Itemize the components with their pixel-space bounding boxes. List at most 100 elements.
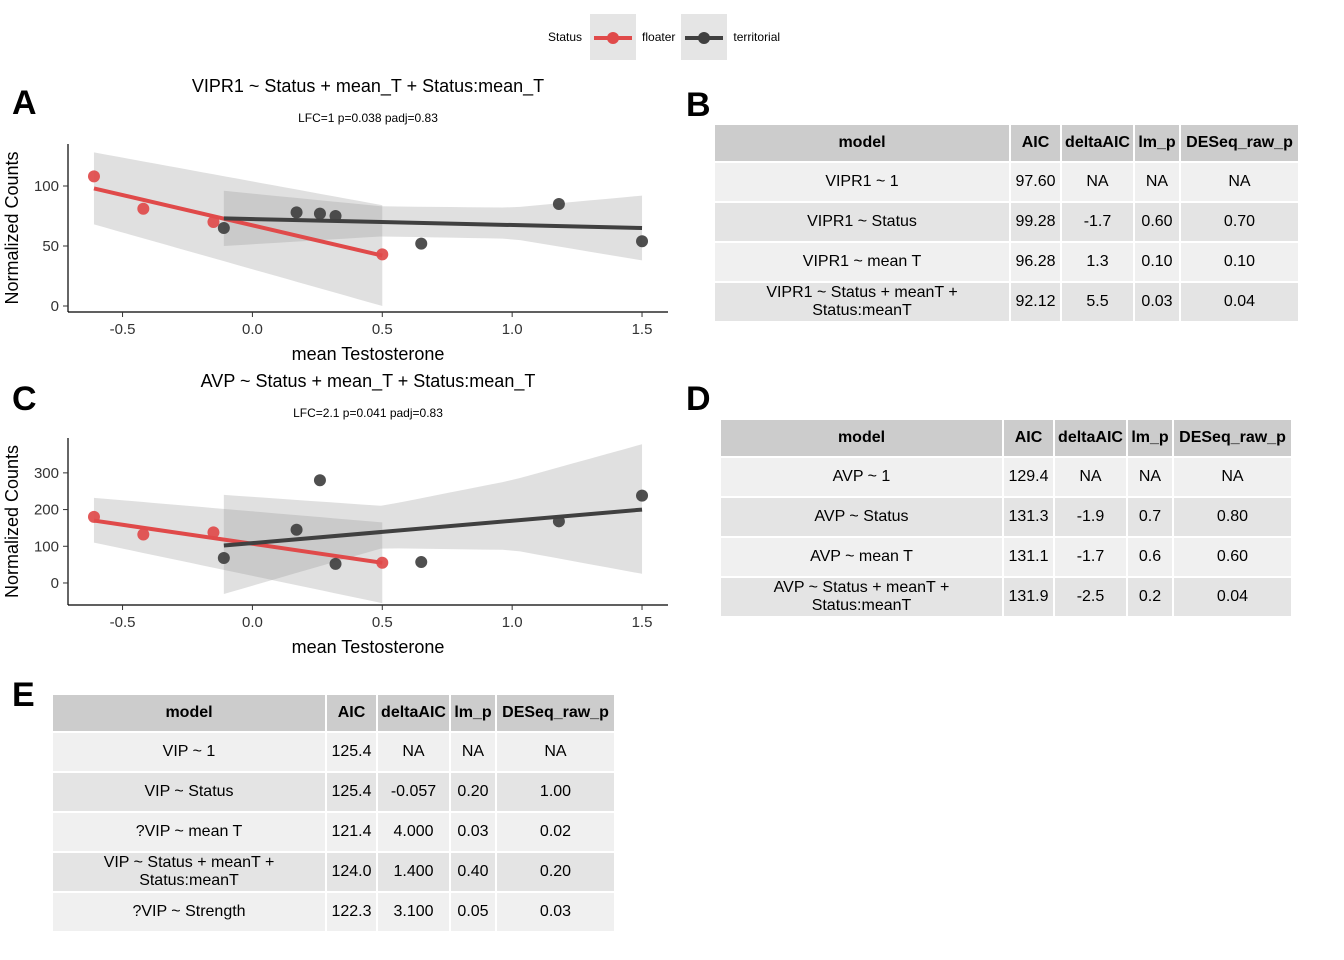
table-e-header: model — [53, 695, 325, 731]
table-b-header: deltaAIC — [1062, 125, 1133, 161]
table-row: ?VIP ~ Strength 122.3 3.100 0.05 0.03 — [53, 893, 614, 931]
data-point-floater — [87, 510, 100, 523]
table-cell: ?VIP ~ mean T — [53, 813, 325, 851]
table-cell: 1.3 — [1062, 243, 1133, 281]
panel-letter-e: E — [12, 676, 35, 714]
table-cell: NA — [378, 733, 449, 771]
table-row: VIP ~ Status 125.4 -0.057 0.20 1.00 — [53, 773, 614, 811]
table-cell: NA — [1181, 163, 1298, 201]
table-cell: 0.7 — [1128, 498, 1172, 536]
table-d-header: deltaAIC — [1055, 420, 1126, 456]
table-e-header: deltaAIC — [378, 695, 449, 731]
table-cell: VIP ~ Status — [53, 773, 325, 811]
table-cell: VIPR1 ~ Status — [715, 203, 1009, 241]
table-b-header: model — [715, 125, 1009, 161]
table-cell: 0.05 — [451, 893, 495, 931]
table-cell: 0.10 — [1135, 243, 1179, 281]
table-cell: 122.3 — [327, 893, 376, 931]
table-row: VIPR1 ~ Status + meanT + Status:meanT 92… — [715, 283, 1298, 321]
table-row: VIPR1 ~ mean T 96.28 1.3 0.10 0.10 — [715, 243, 1298, 281]
data-point-territorial — [636, 489, 649, 502]
chart-a: -0.5 0.0 0.5 1.0 1.5 0 50 100 mean Testosterone N… — [2, 144, 668, 364]
fit-line-floater — [93, 186, 383, 258]
table-cell: 92.12 — [1011, 283, 1060, 321]
confidence-band-territorial — [223, 444, 643, 594]
table-cell: 0.70 — [1181, 203, 1298, 241]
table-cell: 131.1 — [1004, 538, 1053, 576]
x-tick-label: 0.5 — [372, 321, 393, 338]
table-cell: 4.000 — [378, 813, 449, 851]
table-cell: 0.04 — [1174, 578, 1291, 616]
table-d-header-row: model AIC deltaAIC lm_p DESeq_raw_p — [721, 420, 1291, 456]
table-cell: NA — [1128, 458, 1172, 496]
data-point-floater — [207, 526, 220, 539]
y-tick-label: 100 — [34, 178, 59, 195]
table-e: model AIC deltaAIC lm_p DESeq_raw_p VIP … — [51, 693, 616, 933]
table-cell: 3.100 — [378, 893, 449, 931]
table-cell: 0.03 — [497, 893, 614, 931]
table-cell: ?VIP ~ Strength — [53, 893, 325, 931]
table-cell: 131.3 — [1004, 498, 1053, 536]
table-cell: -1.7 — [1055, 538, 1126, 576]
x-tick-label: 1.0 — [502, 614, 523, 631]
table-cell: -2.5 — [1055, 578, 1126, 616]
table-d-header: AIC — [1004, 420, 1053, 456]
table-cell: 125.4 — [327, 733, 376, 771]
y-tick-label: 0 — [51, 298, 59, 315]
table-cell: 124.0 — [327, 853, 376, 891]
table-cell: 125.4 — [327, 773, 376, 811]
table-cell: 0.80 — [1174, 498, 1291, 536]
table-cell: 131.9 — [1004, 578, 1053, 616]
table-b-header-row: model AIC deltaAIC lm_p DESeq_raw_p — [715, 125, 1298, 161]
table-cell: 121.4 — [327, 813, 376, 851]
table-cell: 0.2 — [1128, 578, 1172, 616]
table-cell: 1.00 — [497, 773, 614, 811]
data-point-territorial — [415, 237, 428, 250]
table-cell: 0.10 — [1181, 243, 1298, 281]
table-cell: NA — [451, 733, 495, 771]
x-axis-label: mean Testosterone — [292, 637, 445, 657]
table-cell: VIPR1 ~ mean T — [715, 243, 1009, 281]
table-d-header: DESeq_raw_p — [1174, 420, 1291, 456]
plot-area: -0.5 0.0 0.5 1.0 1.5 0 50 100 mean Testosterone N… — [2, 144, 668, 364]
y-tick-label: 300 — [34, 465, 59, 482]
data-point-territorial — [290, 206, 303, 219]
x-tick-label: -0.5 — [110, 614, 136, 631]
table-cell: 0.03 — [451, 813, 495, 851]
panel-letter-b: B — [686, 86, 711, 124]
confidence-band-floater — [93, 497, 383, 604]
data-point-floater — [207, 216, 220, 228]
table-row: AVP ~ 1 129.4 NA NA NA — [721, 458, 1291, 496]
data-point-territorial — [217, 552, 230, 565]
table-cell: 5.5 — [1062, 283, 1133, 321]
data-point-territorial — [552, 198, 565, 210]
table-row: VIP ~ 1 125.4 NA NA NA — [53, 733, 614, 771]
table-cell: 0.40 — [451, 853, 495, 891]
panel-letter-a: A — [12, 84, 37, 122]
legend-label-floater: floater — [642, 30, 676, 44]
data-point-territorial — [313, 207, 326, 220]
x-tick-label: 1.5 — [632, 321, 653, 338]
table-cell: -1.7 — [1062, 203, 1133, 241]
table-cell: VIPR1 ~ 1 — [715, 163, 1009, 201]
data-point-territorial — [415, 556, 428, 569]
table-row: VIP ~ Status + meanT + Status:meanT 124.… — [53, 853, 614, 891]
table-cell: 97.60 — [1011, 163, 1060, 201]
data-point-floater — [87, 170, 100, 183]
chart-a-title: VIPR1 ~ Status + mean_T + Status:mean_T — [191, 76, 545, 96]
table-cell: 99.28 — [1011, 203, 1060, 241]
data-point-territorial — [290, 523, 303, 536]
chart-c-subtitle: LFC=2.1 p=0.041 padj=0.83 — [293, 406, 443, 420]
table-cell: 0.03 — [1135, 283, 1179, 321]
data-point-floater — [137, 202, 150, 215]
data-point-floater — [376, 248, 389, 261]
legend-label-territorial: territorial — [733, 30, 781, 44]
data-point-territorial — [552, 515, 565, 528]
table-row: ?VIP ~ mean T 121.4 4.000 0.03 0.02 — [53, 813, 614, 851]
chart-c-title: AVP ~ Status + mean_T + Status:mean_T — [200, 371, 536, 391]
table-cell: AVP ~ 1 — [721, 458, 1002, 496]
table-cell: 0.6 — [1128, 538, 1172, 576]
confidence-band-floater — [93, 152, 383, 306]
x-tick-label: -0.5 — [110, 321, 136, 338]
table-b: model AIC deltaAIC lm_p DESeq_raw_p VIPR… — [713, 123, 1300, 323]
